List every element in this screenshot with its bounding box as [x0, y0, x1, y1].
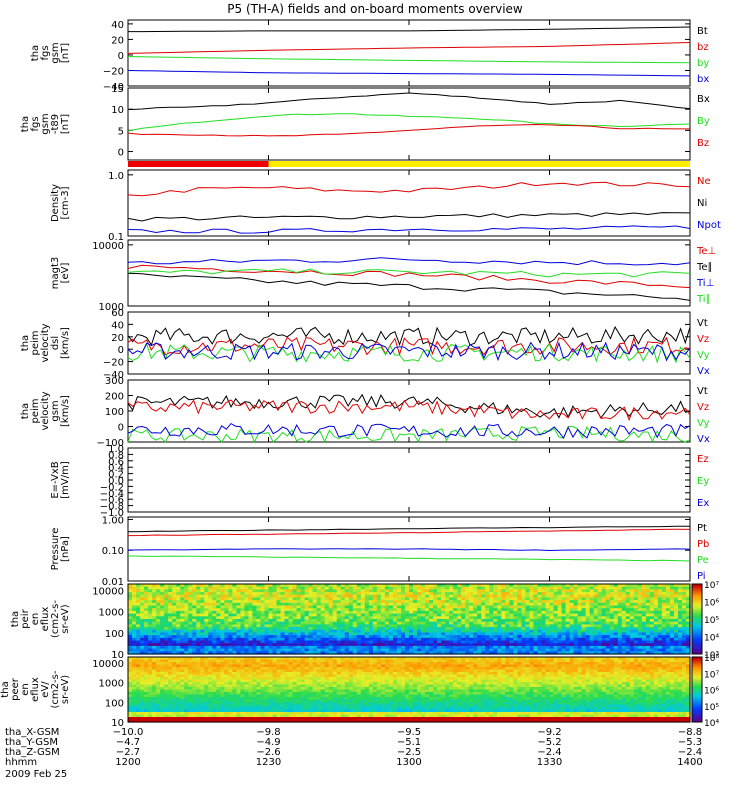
legend-By: By [697, 116, 710, 127]
legend-Te∥: Te∥ [696, 262, 713, 273]
ytick-label: 1.0 [108, 171, 124, 182]
legend-Vz: Vz [697, 402, 709, 413]
panel-velocity_gsm [128, 380, 690, 442]
legend-Pb: Pb [697, 539, 709, 550]
legend-Ti∥: Ti∥ [696, 294, 711, 305]
legend-Npot: Npot [697, 220, 721, 231]
ylabel-line: [eV] [60, 263, 71, 284]
ytick-label: 0 [118, 148, 124, 159]
legend-Te⊥: Te⊥ [696, 246, 716, 257]
legend-Bt: Bt [697, 26, 708, 37]
ytick-label: 1.00 [102, 515, 124, 526]
ylabel-line: sr-eV) [60, 604, 71, 633]
legend-bz: bz [697, 42, 709, 53]
ytick-label: 10 [111, 105, 124, 116]
ytick-label: −20 [103, 66, 124, 77]
panel-frame [128, 88, 690, 160]
colorbar-label: 10⁵ [704, 616, 719, 626]
legend-Ne: Ne [697, 176, 711, 187]
ylabel-line: [nT] [60, 114, 71, 134]
legend-Ni: Ni [697, 198, 707, 209]
ytick-label: 100 [105, 629, 124, 640]
legend-Ey: Ey [697, 476, 709, 487]
legend-Vt: Vt [697, 386, 708, 397]
ylabel-line: [nPa] [60, 536, 71, 562]
series-Bt [128, 27, 690, 32]
legend-Bz: Bz [697, 138, 709, 149]
ytick-label: 40 [111, 320, 124, 331]
ytick-label: 300 [105, 376, 124, 387]
ytick-label: 5 [118, 126, 124, 137]
ytick-label: 0.10 [102, 546, 124, 557]
panel-ion_spectrogram [128, 584, 702, 655]
legend-Ez: Ez [697, 454, 709, 465]
ylabel-line: [km/s] [60, 327, 71, 359]
colorbar-label: 10⁴ [704, 634, 719, 644]
colorbar-label: 10⁷ [704, 581, 719, 591]
series-Bz [128, 125, 690, 136]
panel-density [128, 170, 690, 236]
panel-velocity_dsl [128, 312, 690, 374]
series-Vx [128, 424, 690, 438]
ytick-label: 1000 [99, 608, 124, 619]
legend-bx: bx [697, 74, 709, 85]
ylabel-line: [km/s] [60, 395, 71, 427]
series-Ti⊥ [128, 258, 690, 265]
ytick-label: 10000 [92, 586, 124, 597]
legend-Bx: Bx [697, 94, 710, 105]
ytick-label: 100 [105, 407, 124, 418]
ytick-label: 20 [111, 35, 124, 46]
panel-temperature [128, 240, 690, 306]
ytick-label: 1.0 [108, 444, 124, 455]
ytick-label: 10000 [92, 241, 124, 252]
legend-Vx: Vx [697, 366, 710, 377]
series-Pe [128, 556, 690, 561]
ytick-label: 0 [118, 423, 124, 434]
series-Te∥ [128, 273, 690, 300]
panel-fgs_gsm [128, 20, 690, 86]
legend-Vy: Vy [697, 418, 710, 429]
ytick-label: 60 [111, 308, 124, 319]
series-by [128, 57, 690, 63]
series-bz [128, 43, 690, 54]
series-By [128, 114, 690, 131]
series-Pi [128, 549, 690, 551]
legend-Pt: Pt [697, 523, 707, 534]
ytick-label: 20 [111, 333, 124, 344]
ytick-label: −20 [103, 358, 124, 369]
ytick-label: 0 [118, 345, 124, 356]
ylabel-line: [cm-3] [60, 186, 71, 219]
ytick-label: 15 [111, 84, 124, 95]
ytick-label: 40 [111, 20, 124, 31]
ylabel-line: [nT] [60, 43, 71, 63]
legend-Ex: Ex [697, 498, 709, 509]
legend-Vt: Vt [697, 318, 708, 329]
panel-frame [128, 448, 690, 512]
ytick-label: 200 [105, 392, 124, 403]
series-Ni [128, 213, 690, 221]
series-Ne [128, 182, 690, 196]
legend-Vx: Vx [697, 434, 710, 445]
series-bx [128, 71, 690, 76]
legend-Pe: Pe [697, 555, 709, 566]
legend-Vz: Vz [697, 334, 709, 345]
panel-fgs_gsm_t89 [128, 88, 690, 160]
panel-electron_spectrogram [128, 657, 702, 723]
legend-Ti⊥: Ti⊥ [696, 278, 714, 289]
legend-by: by [697, 58, 709, 69]
panel-frame [128, 20, 690, 86]
panel-efield [128, 448, 690, 512]
plot-title: P5 (TH-A) fields and on-board moments ov… [227, 2, 523, 16]
ylabel-line: [mV/m] [60, 461, 71, 499]
series-Bx [128, 93, 690, 110]
series-Pt [128, 526, 690, 532]
ytick-label: 0 [118, 51, 124, 62]
series-Vz [128, 400, 690, 420]
series-Vz [128, 337, 690, 354]
legend-Vy: Vy [697, 350, 710, 361]
colorbar-label: 10⁶ [704, 599, 719, 609]
panel-pressure [128, 517, 690, 581]
